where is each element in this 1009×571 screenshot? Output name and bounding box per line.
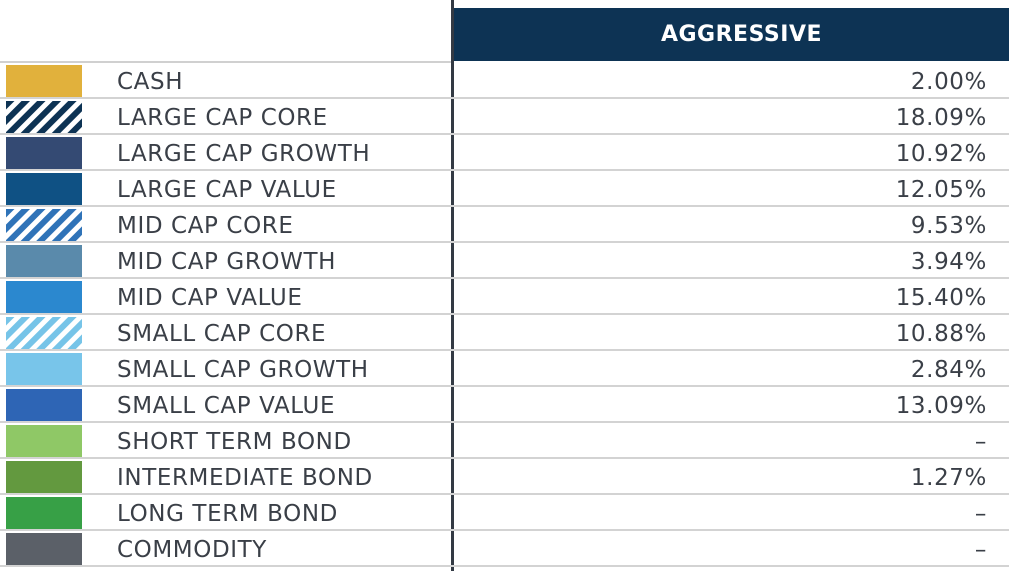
row-value: – [974, 501, 987, 527]
row-value: 2.00% [910, 69, 987, 95]
swatch-fill [6, 425, 82, 457]
row-label: MID CAP GROWTH [117, 249, 337, 275]
swatch-fill [6, 281, 82, 313]
row-label: SHORT TERM BOND [117, 429, 352, 455]
row-label: SMALL CAP GROWTH [117, 357, 369, 383]
row-value: 1.27% [910, 465, 987, 491]
row-label: COMMODITY [117, 537, 267, 563]
legend-swatch [6, 209, 82, 241]
row-value: 2.84% [910, 357, 987, 383]
row-separator [0, 277, 1009, 279]
row-value: – [974, 429, 987, 455]
legend-swatch [6, 245, 82, 277]
legend-swatch [6, 389, 82, 421]
table-row: MID CAP VALUE 15.40% [0, 279, 1009, 315]
table-row: LONG TERM BOND – [0, 495, 1009, 531]
legend-swatch [6, 317, 82, 349]
swatch-fill [6, 173, 82, 205]
swatch-fill [6, 461, 82, 493]
swatch-fill [6, 389, 82, 421]
legend-swatch [6, 461, 82, 493]
legend-swatch [6, 137, 82, 169]
legend-swatch [6, 173, 82, 205]
row-value: 10.92% [895, 141, 987, 167]
legend-swatch [6, 353, 82, 385]
row-separator [0, 421, 1009, 423]
row-separator [0, 457, 1009, 459]
row-value: 18.09% [895, 105, 987, 131]
row-value: 10.88% [895, 321, 987, 347]
table-row: LARGE CAP VALUE 12.05% [0, 171, 1009, 207]
legend-swatch [6, 533, 82, 565]
table-row: SMALL CAP GROWTH 2.84% [0, 351, 1009, 387]
table-row: MID CAP CORE 9.53% [0, 207, 1009, 243]
row-value: 13.09% [895, 393, 987, 419]
table-row: CASH 2.00% [0, 63, 1009, 99]
row-separator [0, 133, 1009, 135]
row-value: 12.05% [895, 177, 987, 203]
swatch-fill [6, 497, 82, 529]
table-row: LARGE CAP CORE 18.09% [0, 99, 1009, 135]
row-separator [0, 97, 1009, 99]
table-row: SMALL CAP CORE 10.88% [0, 315, 1009, 351]
legend-swatch [6, 497, 82, 529]
row-label: INTERMEDIATE BOND [117, 465, 373, 491]
row-separator [0, 205, 1009, 207]
column-header: AGGRESSIVE [454, 8, 1009, 61]
row-value: 9.53% [910, 213, 987, 239]
row-label: LARGE CAP VALUE [117, 177, 337, 203]
table-row: MID CAP GROWTH 3.94% [0, 243, 1009, 279]
table-row: LARGE CAP GROWTH 10.92% [0, 135, 1009, 171]
legend-swatch [6, 101, 82, 133]
row-label: MID CAP VALUE [117, 285, 303, 311]
header-separator [0, 61, 451, 63]
row-separator [0, 313, 1009, 315]
table-row: INTERMEDIATE BOND 1.27% [0, 459, 1009, 495]
row-label: MID CAP CORE [117, 213, 294, 239]
legend-swatch [6, 425, 82, 457]
swatch-fill [6, 101, 82, 133]
row-value: – [974, 537, 987, 563]
row-label: SMALL CAP CORE [117, 321, 327, 347]
row-label: LARGE CAP CORE [117, 105, 328, 131]
table-row: COMMODITY – [0, 531, 1009, 567]
swatch-fill [6, 245, 82, 277]
swatch-fill [6, 137, 82, 169]
row-value: 15.40% [895, 285, 987, 311]
legend-swatch [6, 281, 82, 313]
table-row: SMALL CAP VALUE 13.09% [0, 387, 1009, 423]
table-row: SHORT TERM BOND – [0, 423, 1009, 459]
swatch-fill [6, 65, 82, 97]
row-value: 3.94% [910, 249, 987, 275]
row-label: LONG TERM BOND [117, 501, 338, 527]
swatch-fill [6, 353, 82, 385]
swatch-fill [6, 533, 82, 565]
row-label: LARGE CAP GROWTH [117, 141, 371, 167]
swatch-fill [6, 209, 82, 241]
row-separator [0, 529, 1009, 531]
row-separator [0, 385, 1009, 387]
column-divider [451, 0, 454, 571]
row-label: CASH [117, 69, 184, 95]
row-separator [0, 349, 1009, 351]
row-label: SMALL CAP VALUE [117, 393, 336, 419]
row-separator [0, 565, 1009, 567]
row-separator [0, 241, 1009, 243]
row-separator [0, 493, 1009, 495]
swatch-fill [6, 317, 82, 349]
row-separator [0, 169, 1009, 171]
legend-swatch [6, 65, 82, 97]
